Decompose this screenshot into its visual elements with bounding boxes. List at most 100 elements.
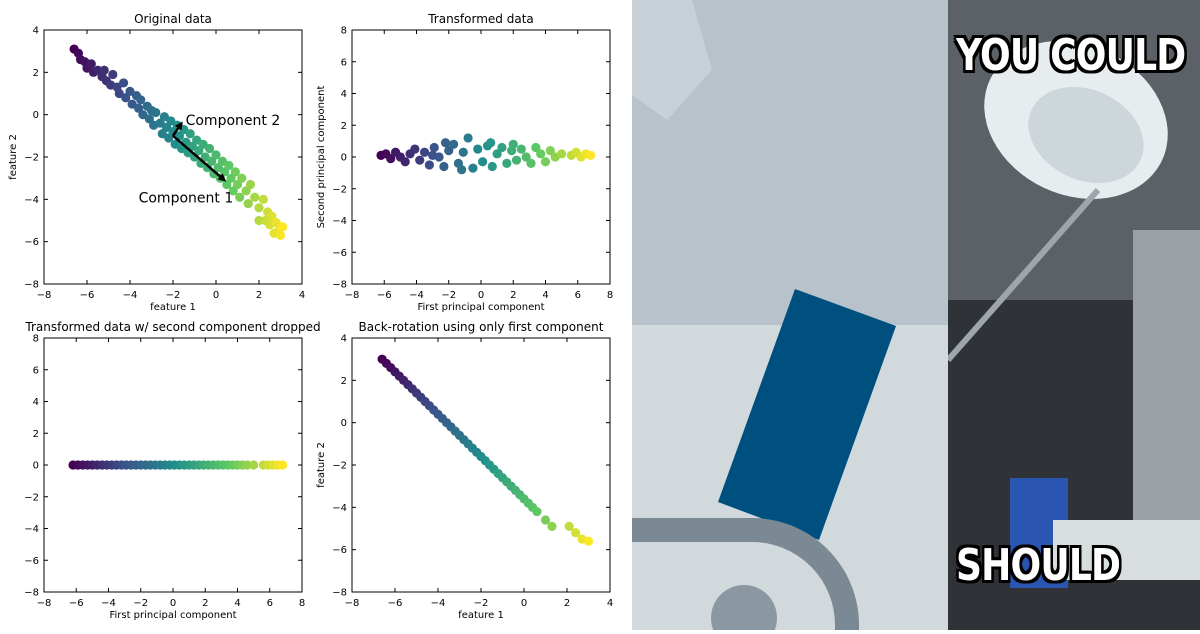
x-tick-label: −4 bbox=[101, 598, 116, 609]
chart-title: Original data bbox=[134, 12, 212, 26]
data-point bbox=[531, 142, 541, 153]
data-point bbox=[424, 160, 434, 170]
x-axis-label: feature 1 bbox=[150, 302, 196, 313]
data-point bbox=[492, 149, 502, 159]
data-point bbox=[224, 160, 234, 171]
x-tick-label: 0 bbox=[170, 598, 176, 609]
data-point bbox=[487, 161, 497, 172]
abstract-illustration bbox=[632, 0, 948, 634]
data-point bbox=[258, 194, 268, 204]
y-tick-label: 2 bbox=[33, 429, 39, 440]
data-point bbox=[400, 157, 410, 167]
data-point bbox=[245, 179, 255, 190]
chart-title: Transformed data bbox=[427, 12, 534, 26]
data-point bbox=[478, 157, 488, 167]
x-tick-label: 6 bbox=[267, 598, 273, 609]
x-tick-label: 2 bbox=[202, 598, 208, 609]
y-tick-label: −8 bbox=[332, 588, 347, 599]
x-tick-label: 0 bbox=[521, 598, 527, 609]
x-axis-label: First principal component bbox=[109, 610, 236, 621]
y-tick-label: −2 bbox=[24, 492, 39, 503]
x-tick-label: 6 bbox=[575, 290, 581, 301]
data-point bbox=[486, 138, 496, 148]
y-tick-label: 6 bbox=[33, 365, 39, 376]
y-tick-label: −6 bbox=[332, 248, 347, 259]
y-tick-label: −8 bbox=[24, 588, 39, 599]
x-tick-label: −4 bbox=[123, 290, 138, 301]
x-tick-label: 0 bbox=[478, 290, 484, 301]
meme-top-text: YOU COULD bbox=[956, 30, 1186, 81]
meme-bottom-text: SHOULD bbox=[956, 540, 1121, 591]
data-point bbox=[410, 144, 420, 154]
y-tick-label: −2 bbox=[332, 184, 347, 195]
data-point bbox=[468, 163, 478, 173]
data-point bbox=[254, 203, 264, 213]
chart-2: −8 −6 −4 −2 0 2 4 6 8 −8 −6 −4 −2 0 2 4 6 8 Transformed da… bbox=[316, 12, 613, 313]
y-tick-label: 6 bbox=[341, 57, 347, 68]
y-tick-label: 0 bbox=[33, 110, 39, 121]
data-point bbox=[473, 144, 483, 154]
data-point bbox=[439, 161, 449, 172]
data-point bbox=[536, 149, 546, 159]
y-tick-label: 4 bbox=[341, 334, 347, 345]
y-tick-label: −4 bbox=[24, 195, 39, 206]
data-point bbox=[386, 153, 396, 164]
x-tick-label: −8 bbox=[37, 290, 52, 301]
photo-right-panel bbox=[1133, 230, 1200, 530]
data-point bbox=[440, 138, 451, 148]
component-label-2: Component 1 bbox=[139, 190, 234, 206]
y-tick-label: 8 bbox=[33, 334, 39, 345]
component-label-1: Component 2 bbox=[186, 113, 281, 129]
y-tick-label: −6 bbox=[24, 237, 39, 248]
blue-rotated-rectangle bbox=[718, 289, 896, 540]
data-point bbox=[230, 167, 240, 177]
x-tick-label: 4 bbox=[299, 290, 305, 301]
data-point bbox=[185, 129, 195, 139]
data-point bbox=[564, 521, 574, 531]
x-tick-label: 4 bbox=[607, 598, 613, 609]
meme-photo bbox=[948, 0, 1200, 630]
data-point bbox=[242, 460, 252, 470]
x-axis-label: First principal component bbox=[417, 302, 544, 313]
component-arrow-2 bbox=[172, 134, 227, 182]
data-point bbox=[457, 165, 467, 175]
y-tick-label: 0 bbox=[341, 153, 347, 164]
charts-canvas: Component 2 Component 1 −8 −6 −4 −2 0 2 4 −8 −6 −4 −… bbox=[8, 12, 613, 621]
x-tick-label: −4 bbox=[409, 290, 424, 301]
y-tick-label: −8 bbox=[24, 280, 39, 291]
data-point bbox=[557, 149, 567, 159]
data-point bbox=[583, 536, 594, 546]
data-point bbox=[419, 147, 430, 157]
x-tick-label: −2 bbox=[166, 290, 181, 301]
data-point bbox=[204, 143, 215, 154]
data-point bbox=[254, 215, 264, 226]
x-tick-label: 4 bbox=[234, 598, 240, 609]
chart-title: Transformed data w/ second component dro… bbox=[24, 320, 320, 334]
x-tick-label: 4 bbox=[542, 290, 548, 301]
data-point bbox=[547, 521, 557, 531]
x-tick-label: 2 bbox=[510, 290, 516, 301]
x-tick-label: −2 bbox=[133, 598, 148, 609]
component-arrow-1 bbox=[171, 121, 183, 137]
data-point bbox=[532, 506, 542, 517]
meme-panel: YOU COULD SHOULD bbox=[948, 0, 1200, 630]
y-axis-label: feature 2 bbox=[8, 134, 19, 180]
data-point bbox=[278, 222, 288, 232]
data-point bbox=[586, 150, 596, 161]
data-point bbox=[151, 107, 161, 118]
data-point bbox=[428, 150, 438, 161]
x-tick-label: −6 bbox=[388, 598, 403, 609]
y-tick-label: −2 bbox=[332, 461, 347, 472]
x-tick-label: 8 bbox=[607, 290, 613, 301]
lamp-inner bbox=[1028, 86, 1144, 184]
y-tick-label: 4 bbox=[33, 397, 39, 408]
data-point bbox=[86, 59, 96, 69]
y-tick-label: −6 bbox=[24, 556, 39, 567]
plot-frame bbox=[351, 337, 611, 593]
y-axis-label: feature 2 bbox=[316, 442, 327, 488]
x-tick-label: 2 bbox=[564, 598, 570, 609]
data-point bbox=[415, 155, 425, 165]
data-point bbox=[275, 230, 286, 240]
x-tick-label: 8 bbox=[299, 598, 305, 609]
